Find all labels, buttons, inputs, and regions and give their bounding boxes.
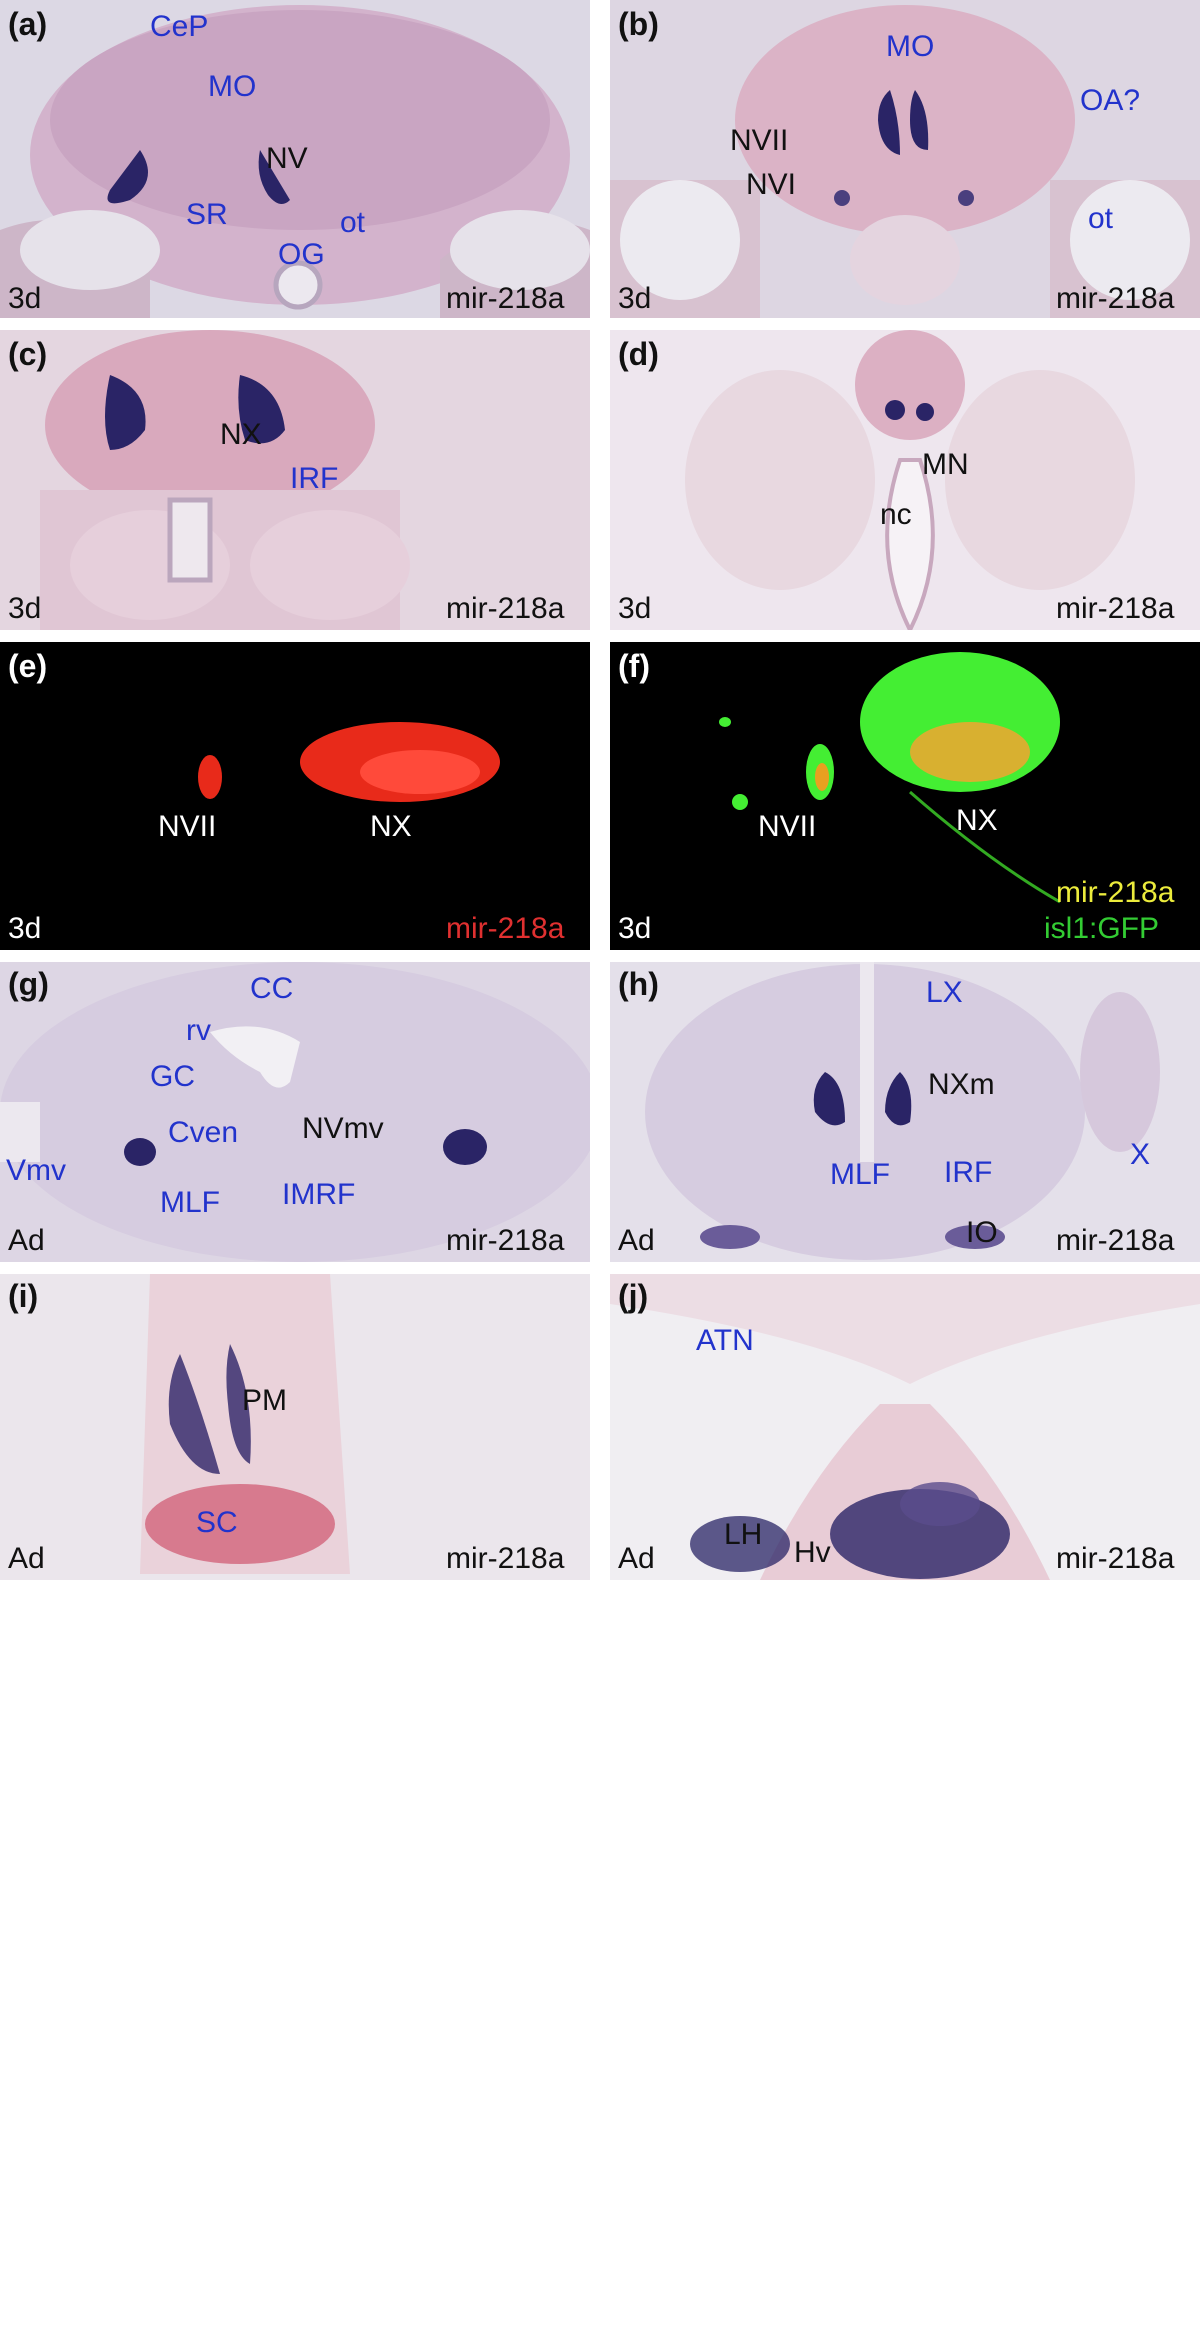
histology-image-a xyxy=(0,0,590,318)
panel-letter: (a) xyxy=(8,6,48,42)
panel-g: (g) CC rv GC Cven NVmv Vmv MLF IMRF Ad m… xyxy=(0,962,590,1262)
label-sc: SC xyxy=(196,1506,238,1539)
panel-h: (h) LX NXm MLF IRF X IO Ad mir-218a xyxy=(610,962,1200,1262)
label-sr: SR xyxy=(186,198,228,231)
probe-label: mir-218a xyxy=(446,1542,565,1575)
label-mn: MN xyxy=(922,448,969,481)
panel-letter: (c) xyxy=(8,336,48,372)
label-og: OG xyxy=(278,238,325,271)
label-x: X xyxy=(1130,1138,1151,1171)
label-ot: ot xyxy=(1088,202,1114,235)
label-lh: LH xyxy=(724,1518,763,1551)
stage-label: 3d xyxy=(8,912,42,945)
panel-f: (f) NVII NX 3d mir-218a isl1:GFP xyxy=(610,642,1200,950)
label-cven: Cven xyxy=(168,1116,239,1149)
probe-label: mir-218a xyxy=(446,1224,565,1257)
probe-label: mir-218a xyxy=(446,912,565,945)
label-rv: rv xyxy=(186,1014,211,1047)
stage-label: 3d xyxy=(8,592,42,625)
stage-label: 3d xyxy=(618,282,652,315)
label-gc: GC xyxy=(150,1060,195,1093)
label-nvi: NVI xyxy=(746,168,797,201)
panel-b: (b) MO OA? NVII NVI ot 3d mir-218a xyxy=(610,0,1200,318)
histology-image-c xyxy=(0,330,590,630)
stage-label: 3d xyxy=(8,282,42,315)
label-imrf: IMRF xyxy=(282,1178,356,1211)
label-cc: CC xyxy=(250,972,294,1005)
label-nx: NX xyxy=(370,810,412,843)
label-lx: LX xyxy=(926,976,963,1009)
label-nc: nc xyxy=(880,498,912,531)
label-nvii: NVII xyxy=(730,124,789,157)
panel-i: (i) PM SC Ad mir-218a xyxy=(0,1274,590,1580)
stage-label: Ad xyxy=(618,1542,655,1575)
histology-image-j xyxy=(610,1274,1200,1580)
label-nx: NX xyxy=(956,804,998,837)
panel-letter: (g) xyxy=(8,966,49,1002)
histology-image-d xyxy=(610,330,1200,630)
panel-letter: (e) xyxy=(8,648,48,684)
panel-letter: (i) xyxy=(8,1278,39,1314)
label-nvii: NVII xyxy=(758,810,817,843)
fluorescence-image-e xyxy=(0,642,590,950)
probe-label: mir-218a xyxy=(1056,1224,1175,1257)
stage-label: Ad xyxy=(8,1542,45,1575)
label-pm: PM xyxy=(242,1384,287,1417)
label-io: IO xyxy=(966,1216,998,1249)
probe2-label: isl1:GFP xyxy=(1044,912,1160,945)
label-nv: NV xyxy=(266,142,308,175)
label-vmv: Vmv xyxy=(6,1154,66,1187)
histology-image-h xyxy=(610,962,1200,1262)
histology-image-g xyxy=(0,962,590,1262)
probe-label: mir-218a xyxy=(446,282,565,315)
label-mlf: MLF xyxy=(830,1158,890,1191)
panel-letter: (f) xyxy=(618,648,650,684)
fluorescence-image-f xyxy=(610,642,1200,950)
panel-c: (c) NX IRF 3d mir-218a xyxy=(0,330,590,630)
probe-label: mir-218a xyxy=(1056,592,1175,625)
label-nxm: NXm xyxy=(928,1068,995,1101)
panel-letter: (b) xyxy=(618,6,659,42)
label-irf: IRF xyxy=(944,1156,993,1189)
probe-label: mir-218a xyxy=(1056,1542,1175,1575)
label-atn: ATN xyxy=(696,1324,754,1357)
panel-d: (d) MN nc 3d mir-218a xyxy=(610,330,1200,630)
stage-label: Ad xyxy=(8,1224,45,1257)
probe-label: mir-218a xyxy=(1056,282,1175,315)
label-nvii: NVII xyxy=(158,810,217,843)
label-mo: MO xyxy=(208,70,257,103)
histology-image-b xyxy=(610,0,1200,318)
label-mo: MO xyxy=(886,30,935,63)
probe-label: mir-218a xyxy=(446,592,565,625)
panel-a: (a) CeP MO NV SR ot OG 3d mir-218a xyxy=(0,0,590,318)
probe-label: mir-218a xyxy=(1056,876,1175,909)
panel-letter: (j) xyxy=(618,1278,649,1314)
label-nvmv: NVmv xyxy=(302,1112,384,1145)
label-nx: NX xyxy=(220,418,262,451)
panel-letter: (d) xyxy=(618,336,659,372)
panel-j: (j) ATN LH Hv Ad mir-218a xyxy=(610,1274,1200,1580)
panel-e: (e) NVII NX 3d mir-218a xyxy=(0,642,590,950)
label-ot: ot xyxy=(340,206,366,239)
stage-label: Ad xyxy=(618,1224,655,1257)
stage-label: 3d xyxy=(618,912,652,945)
label-oa: OA? xyxy=(1080,84,1141,117)
label-cep: CeP xyxy=(150,10,209,43)
panel-letter: (h) xyxy=(618,966,659,1002)
label-irf: IRF xyxy=(290,462,339,495)
stage-label: 3d xyxy=(618,592,652,625)
histology-image-i xyxy=(0,1274,590,1580)
label-mlf: MLF xyxy=(160,1186,220,1219)
label-hv: Hv xyxy=(794,1536,831,1569)
